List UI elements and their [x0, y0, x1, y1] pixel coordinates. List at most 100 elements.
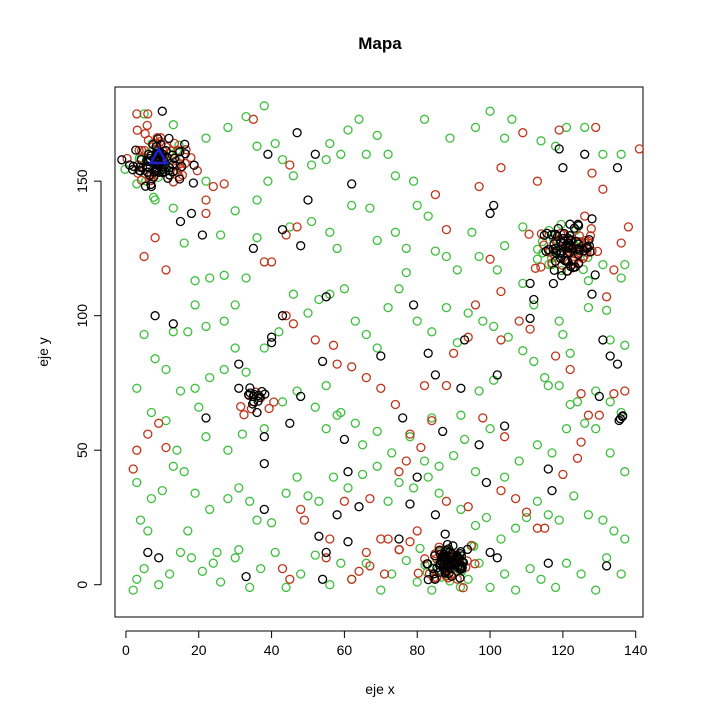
data-point: [205, 504, 215, 515]
x-tick-label: 80: [409, 642, 425, 658]
data-point: [151, 141, 161, 152]
data-point: [573, 239, 584, 249]
data-point: [161, 442, 171, 453]
data-point: [179, 238, 189, 248]
data-point: [150, 354, 160, 364]
data-point: [357, 469, 368, 480]
data-point: [580, 122, 590, 133]
data-point: [241, 367, 251, 377]
data-point: [492, 370, 502, 380]
data-point: [467, 227, 477, 237]
data-point: [558, 163, 568, 173]
data-point: [347, 179, 357, 189]
data-point: [161, 265, 171, 275]
data-point: [321, 424, 331, 434]
x-tick-label: 100: [478, 642, 502, 658]
data-point: [422, 559, 432, 569]
data-point: [429, 573, 439, 583]
data-point: [463, 308, 473, 318]
x-tick-label: 40: [264, 642, 280, 658]
data-point: [132, 477, 142, 488]
data-point: [524, 229, 534, 239]
data-point: [201, 195, 211, 205]
data-point: [496, 335, 506, 345]
data-point: [584, 241, 595, 251]
chart-title: Mapa: [358, 34, 402, 53]
data-point: [269, 397, 279, 407]
data-point: [201, 321, 211, 332]
data-point: [317, 356, 328, 367]
data-point: [587, 214, 597, 224]
data-point: [243, 390, 254, 400]
data-point: [605, 351, 615, 361]
data-point: [212, 547, 222, 558]
data-point: [412, 472, 422, 482]
data-point: [143, 109, 153, 119]
data-point: [455, 573, 465, 583]
data-point: [365, 493, 375, 504]
data-point: [277, 311, 288, 321]
data-point: [336, 149, 346, 159]
data-point: [532, 523, 543, 533]
data-point: [470, 559, 480, 569]
data-point: [532, 244, 543, 254]
data-point: [609, 265, 619, 275]
data-point: [394, 534, 404, 544]
data-point: [230, 300, 240, 310]
data-point: [190, 276, 200, 286]
data-point: [620, 340, 630, 350]
data-point: [583, 276, 594, 286]
data-point: [387, 448, 397, 458]
data-point: [428, 563, 438, 574]
data-point: [598, 515, 608, 525]
data-point: [328, 472, 339, 482]
data-point: [548, 278, 559, 289]
data-point: [430, 574, 440, 584]
data-point: [591, 424, 601, 434]
data-point: [620, 386, 630, 396]
data-point: [616, 273, 626, 283]
data-point: [157, 167, 168, 178]
data-point: [532, 176, 543, 186]
data-point: [288, 289, 299, 299]
data-point: [609, 526, 619, 536]
data-point: [580, 418, 590, 428]
data-point: [462, 544, 473, 555]
data-point: [601, 553, 612, 563]
y-tick-label: 100: [74, 304, 90, 328]
data-point: [430, 370, 441, 380]
data-point: [157, 106, 167, 116]
y-axis: 0 50 100 150: [74, 169, 102, 589]
data-point: [518, 222, 528, 232]
data-point: [518, 128, 528, 138]
data-point: [492, 265, 502, 275]
data-point: [148, 192, 159, 202]
data-point: [190, 383, 200, 393]
data-point: [474, 440, 484, 450]
data-point: [448, 450, 459, 461]
data-point: [310, 335, 320, 345]
data-point: [208, 558, 218, 568]
data-point: [609, 389, 619, 399]
data-point: [259, 101, 269, 111]
data-point: [248, 243, 259, 254]
data-point: [634, 144, 645, 154]
data-point: [164, 569, 175, 579]
data-point: [180, 139, 190, 149]
data-point: [529, 300, 539, 310]
data-point: [536, 262, 546, 272]
data-point: [441, 380, 452, 391]
data-point: [441, 251, 452, 262]
data-point: [485, 208, 495, 219]
data-point: [569, 491, 579, 501]
data-point: [496, 163, 506, 173]
data-point: [186, 208, 197, 219]
data-point: [252, 141, 262, 151]
data-point: [556, 237, 566, 247]
data-point: [277, 224, 288, 235]
data-point: [556, 265, 567, 276]
data-point: [299, 515, 310, 525]
data-point: [288, 319, 299, 329]
data-point: [354, 114, 364, 124]
data-point: [270, 138, 280, 149]
